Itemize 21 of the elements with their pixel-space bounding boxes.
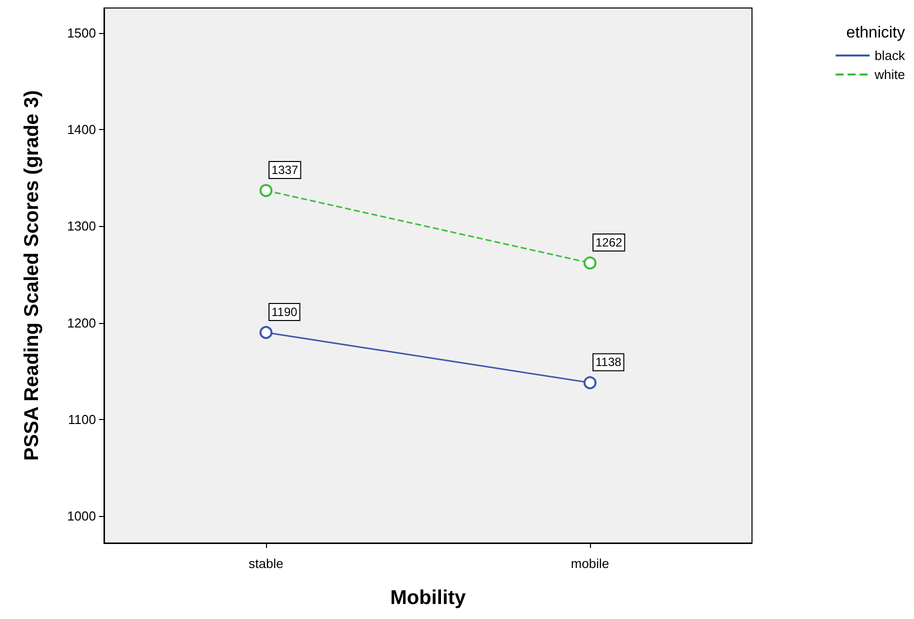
data-label: 1337 bbox=[272, 163, 299, 178]
y-tick-label: 1000 bbox=[67, 508, 96, 524]
x-tick-label: mobile bbox=[570, 556, 610, 571]
data-label: 1190 bbox=[272, 304, 298, 319]
point bbox=[584, 376, 596, 390]
point bbox=[584, 256, 596, 270]
legend-label: white bbox=[874, 67, 906, 82]
y-tick-label: 1400 bbox=[67, 122, 96, 138]
point bbox=[260, 326, 272, 339]
y-axis-title: PSSA Reading Scaled Scores (grade 3) bbox=[21, 90, 43, 461]
point bbox=[260, 184, 272, 198]
data-label: 1262 bbox=[596, 235, 623, 250]
y-tick-label: 1300 bbox=[67, 218, 96, 234]
legend-label: black bbox=[874, 48, 906, 63]
data-label: 1138 bbox=[596, 355, 622, 370]
legend-title: ethnicity bbox=[846, 24, 906, 42]
x-tick-label: stable bbox=[248, 556, 284, 571]
x-axis-title: Mobility bbox=[390, 587, 467, 609]
y-tick-label: 1500 bbox=[67, 26, 96, 41]
y-tick-label: 1100 bbox=[68, 412, 96, 427]
y-tick-label: 1200 bbox=[67, 315, 96, 330]
